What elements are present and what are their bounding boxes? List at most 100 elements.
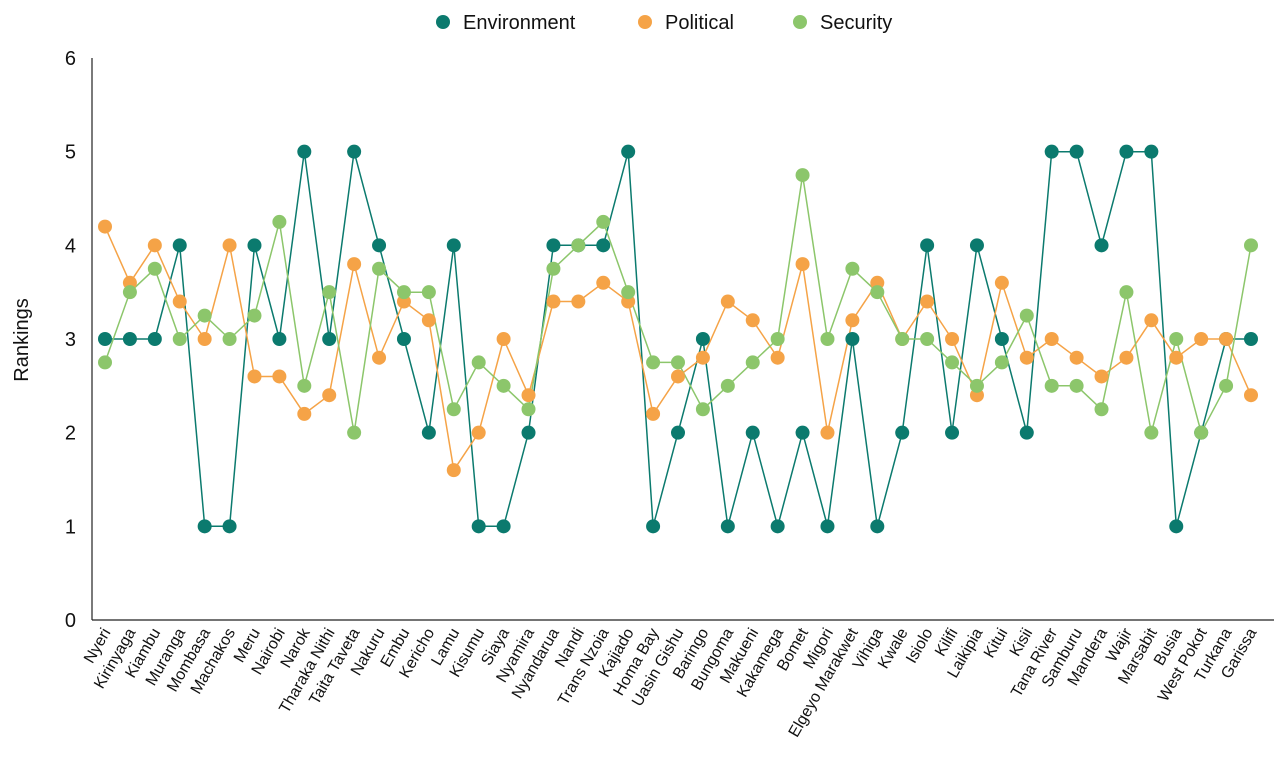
point-security-siaya [496, 378, 511, 393]
point-political-narok [297, 406, 312, 421]
point-environment-mandera [1094, 238, 1109, 253]
legend-marker-security [793, 15, 807, 29]
point-security-elgeyo-marakwet [845, 261, 860, 276]
point-environment-tharaka-nithi [322, 332, 337, 346]
point-security-nandi [571, 238, 586, 253]
point-environment-marsabit [1144, 144, 1159, 159]
point-political-busia [1169, 350, 1184, 365]
point-political-migori [820, 425, 835, 440]
point-environment-nyeri [98, 332, 112, 346]
point-political-bungoma [720, 294, 735, 309]
point-security-kilifi [945, 355, 960, 370]
point-security-nyandarua [546, 261, 561, 276]
point-security-samburu [1069, 378, 1084, 393]
point-environment-kericho [421, 425, 436, 440]
y-tick-label-3: 3 [65, 329, 76, 351]
y-axis-title: Rankings [11, 298, 33, 381]
point-environment-uasin-gishu [671, 425, 685, 440]
point-environment-kitui [994, 332, 1009, 346]
point-security-bungoma [720, 378, 735, 393]
point-political-kakamega [770, 350, 785, 365]
point-political-nairobi [272, 369, 287, 384]
point-environment-tana-river [1044, 144, 1059, 159]
point-security-taita-taveta [347, 425, 362, 440]
point-security-nyamira [521, 402, 536, 417]
point-security-wajir [1119, 285, 1134, 300]
point-security-kakamega [770, 332, 785, 346]
point-security-meru [247, 308, 262, 323]
point-political-west-pokot [1194, 332, 1209, 346]
point-political-lamu [446, 463, 461, 478]
point-security-migori [820, 332, 835, 346]
point-security-kericho [421, 285, 436, 300]
point-environment-homa-bay [646, 519, 661, 534]
point-environment-taita-taveta [347, 144, 362, 159]
legend-marker-political [638, 15, 652, 29]
point-political-isiolo [920, 294, 935, 309]
point-political-siaya [496, 332, 511, 346]
point-environment-narok [297, 144, 312, 159]
point-political-nandi [571, 294, 586, 309]
point-environment-garissa [1244, 332, 1258, 346]
point-political-kericho [421, 313, 436, 328]
point-political-turkana [1219, 332, 1234, 346]
y-tick-label-0: 0 [65, 610, 76, 632]
point-environment-muranga [172, 238, 187, 253]
y-tick-label-1: 1 [65, 516, 76, 538]
point-political-kiambu [147, 238, 162, 253]
point-environment-bungoma [720, 519, 735, 534]
point-environment-busia [1169, 519, 1184, 534]
point-political-meru [247, 369, 262, 384]
point-political-nyandarua [546, 294, 561, 309]
point-political-nakuru [372, 350, 387, 365]
point-political-samburu [1069, 350, 1084, 365]
point-security-kisii [1019, 308, 1034, 323]
point-environment-kilifi [945, 425, 960, 440]
point-political-uasin-gishu [671, 369, 685, 384]
point-political-homa-bay [646, 406, 661, 421]
y-tick-label-2: 2 [65, 423, 76, 445]
point-security-narok [297, 378, 312, 393]
point-political-kitui [994, 275, 1009, 290]
point-environment-lamu [446, 238, 461, 253]
point-environment-nyamira [521, 425, 536, 440]
point-environment-kwale [895, 425, 910, 440]
y-tick-label-6: 6 [65, 48, 76, 70]
point-political-tana-river [1044, 332, 1059, 346]
point-security-uasin-gishu [671, 355, 685, 370]
point-environment-kajiado [621, 144, 636, 159]
point-environment-machakos [222, 519, 237, 534]
point-security-homa-bay [646, 355, 661, 370]
point-environment-siaya [496, 519, 511, 534]
point-security-nakuru [372, 261, 387, 276]
point-environment-kiambu [147, 332, 162, 346]
point-security-makueni [745, 355, 760, 370]
point-security-machakos [222, 332, 237, 346]
point-security-kitui [994, 355, 1009, 370]
point-security-bomet [795, 168, 810, 183]
point-political-baringo [695, 350, 710, 365]
point-environment-nairobi [272, 332, 287, 346]
point-environment-wajir [1119, 144, 1134, 159]
point-environment-trans-nzoia [596, 238, 611, 253]
point-political-elgeyo-marakwet [845, 313, 860, 328]
point-political-makueni [745, 313, 760, 328]
legend-label-political: Political [665, 12, 734, 34]
point-security-isiolo [920, 332, 935, 346]
point-security-kwale [895, 332, 910, 346]
point-security-mombasa [197, 308, 212, 323]
legend: Environment Political Security [436, 12, 892, 34]
point-environment-migori [820, 519, 835, 534]
y-tick-label-5: 5 [65, 142, 76, 164]
point-political-mandera [1094, 369, 1109, 384]
point-environment-laikipia [969, 238, 984, 253]
point-political-tharaka-nithi [322, 388, 337, 403]
point-security-kisumu [471, 355, 486, 370]
point-security-lamu [446, 402, 461, 417]
point-environment-makueni [745, 425, 760, 440]
point-political-machakos [222, 238, 237, 253]
point-security-busia [1169, 332, 1184, 346]
point-security-tharaka-nithi [322, 285, 337, 300]
point-environment-kisumu [471, 519, 486, 534]
point-security-laikipia [969, 378, 984, 393]
